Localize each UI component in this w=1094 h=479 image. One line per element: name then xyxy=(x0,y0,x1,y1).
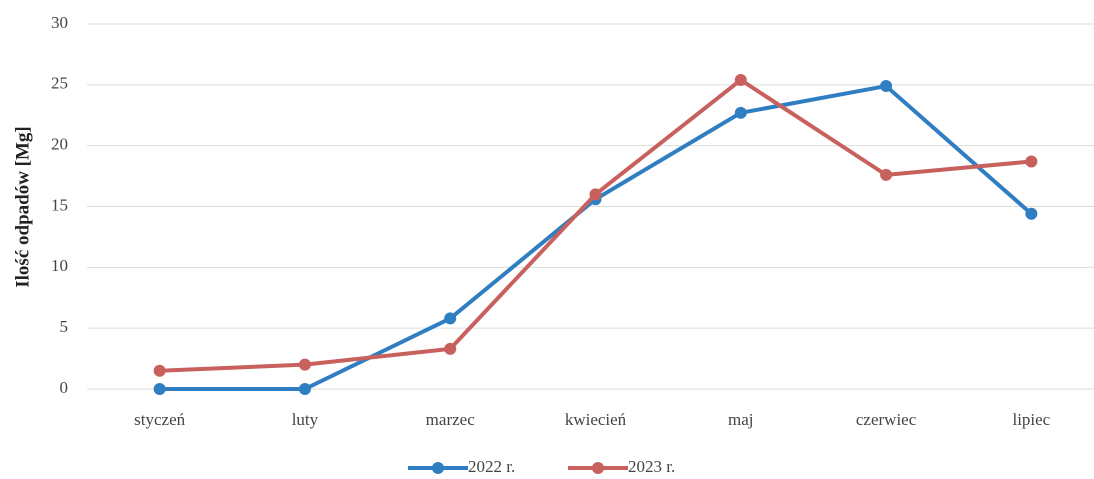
series-marker xyxy=(153,364,166,377)
x-tick-label: maj xyxy=(728,410,754,429)
y-axis-label: Ilość odpadów [Mg] xyxy=(12,126,33,288)
series-line xyxy=(159,84,1033,391)
series-marker xyxy=(444,342,457,355)
x-tick-label: styczeń xyxy=(134,410,185,429)
series-marker xyxy=(153,383,166,395)
y-tick-label: 30 xyxy=(51,13,68,32)
x-tick-label: kwiecień xyxy=(565,410,627,429)
series-line xyxy=(159,77,1032,373)
series-marker xyxy=(1025,155,1038,168)
y-tick-label: 25 xyxy=(51,74,68,93)
y-tick-label: 0 xyxy=(60,378,69,397)
series-marker xyxy=(880,80,893,93)
x-tick-label: czerwiec xyxy=(856,410,917,429)
series-marker xyxy=(1025,207,1038,220)
legend-label: 2023 r. xyxy=(628,457,675,476)
y-tick-label: 10 xyxy=(51,256,68,275)
series-marker xyxy=(734,73,747,86)
series-marker xyxy=(734,106,747,119)
legend-label: 2022 r. xyxy=(468,457,515,476)
legend-marker xyxy=(432,462,444,474)
series-marker xyxy=(298,358,311,371)
series-marker xyxy=(444,312,457,325)
y-tick-label: 20 xyxy=(51,135,68,154)
x-tick-label: luty xyxy=(292,410,319,429)
series-marker xyxy=(589,188,602,201)
series-marker xyxy=(298,383,311,395)
legend-marker xyxy=(592,462,604,474)
x-tick-label: lipiec xyxy=(1012,410,1050,429)
series-marker xyxy=(880,168,893,181)
x-tick-label: marzec xyxy=(426,410,476,429)
y-tick-label: 15 xyxy=(51,195,68,214)
y-tick-label: 5 xyxy=(60,317,69,336)
